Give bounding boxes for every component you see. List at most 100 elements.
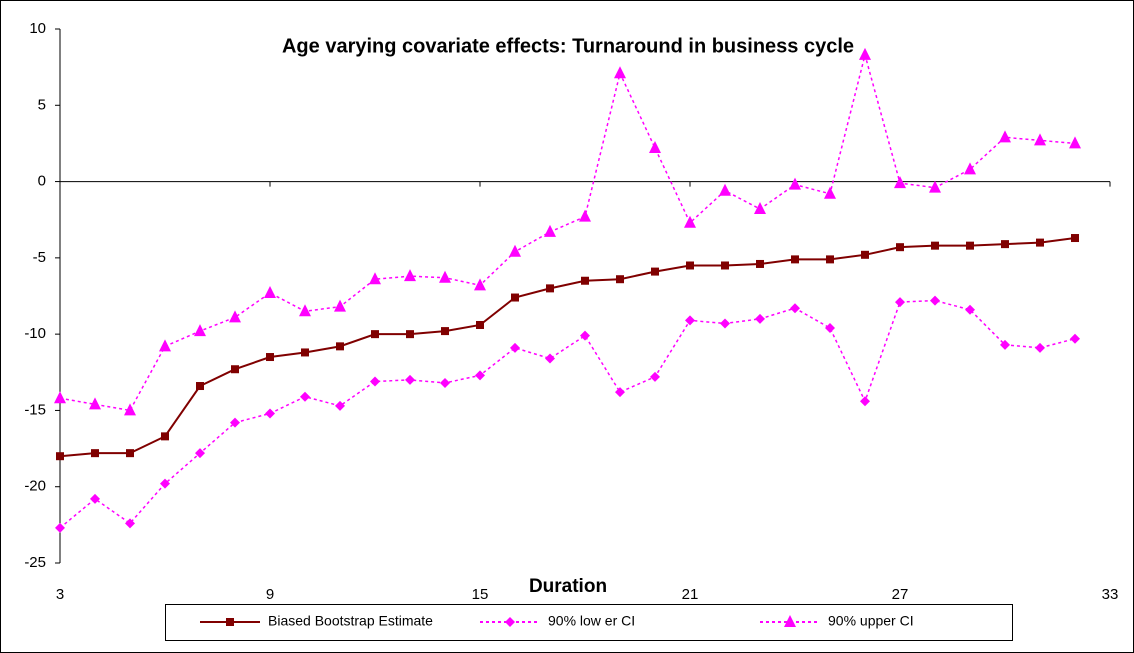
x-tick-label: 27 — [892, 586, 909, 603]
legend-label: 90% upper CI — [828, 613, 914, 629]
x-tick-label: 21 — [682, 586, 699, 603]
x-axis-label: Duration — [529, 576, 607, 597]
marker — [721, 261, 729, 270]
marker — [755, 313, 765, 324]
marker — [581, 276, 589, 285]
marker — [476, 320, 484, 329]
marker — [510, 342, 520, 353]
marker — [505, 617, 515, 627]
marker — [684, 215, 696, 228]
marker — [615, 387, 625, 398]
x-tick-label: 33 — [1102, 586, 1119, 603]
marker — [371, 330, 379, 339]
y-tick-label: 0 — [38, 173, 46, 190]
y-tick-label: -25 — [24, 554, 46, 571]
marker — [964, 162, 976, 175]
marker — [91, 449, 99, 458]
marker — [300, 391, 310, 402]
marker — [966, 241, 974, 250]
marker — [440, 377, 450, 388]
marker — [509, 244, 521, 257]
marker — [859, 47, 871, 60]
marker — [789, 177, 801, 190]
marker — [441, 327, 449, 336]
marker — [264, 285, 276, 298]
marker — [266, 353, 274, 362]
marker — [406, 330, 414, 339]
marker — [616, 275, 624, 284]
marker — [544, 224, 556, 237]
x-tick-label: 3 — [56, 586, 64, 603]
legend-label: 90% low er CI — [548, 613, 635, 629]
marker — [370, 376, 380, 387]
marker — [895, 297, 905, 308]
y-tick-label: -10 — [24, 325, 46, 342]
marker — [546, 284, 554, 293]
marker — [754, 202, 766, 215]
marker — [1034, 133, 1046, 146]
marker — [720, 318, 730, 329]
marker — [404, 269, 416, 282]
series-line — [59, 299, 1076, 529]
y-tick-label: -15 — [24, 401, 46, 418]
marker — [1070, 333, 1080, 344]
marker — [335, 400, 345, 411]
marker — [894, 176, 906, 189]
marker — [125, 518, 135, 529]
marker — [931, 241, 939, 250]
marker — [686, 261, 694, 270]
marker — [194, 324, 206, 337]
marker — [369, 272, 381, 285]
marker — [580, 330, 590, 341]
marker — [126, 449, 134, 458]
marker — [226, 618, 234, 626]
marker — [474, 278, 486, 291]
marker — [124, 403, 136, 416]
marker — [579, 209, 591, 222]
marker — [999, 130, 1011, 143]
marker — [685, 315, 695, 326]
marker — [301, 348, 309, 357]
marker — [56, 452, 64, 461]
marker — [650, 371, 660, 382]
y-tick-label: -5 — [33, 249, 46, 266]
marker — [196, 382, 204, 391]
marker — [231, 365, 239, 374]
series-line — [59, 51, 1076, 412]
y-tick-label: 10 — [29, 20, 46, 37]
marker — [511, 293, 519, 302]
marker — [405, 374, 415, 385]
marker — [475, 370, 485, 381]
marker — [649, 141, 661, 154]
marker — [336, 342, 344, 351]
legend-label: Biased Bootstrap Estimate — [268, 613, 433, 629]
marker — [89, 397, 101, 410]
marker — [965, 304, 975, 315]
marker — [160, 478, 170, 489]
marker — [824, 186, 836, 199]
y-tick-label: 5 — [38, 96, 46, 113]
marker — [825, 323, 835, 334]
marker — [230, 417, 240, 428]
legend — [165, 604, 1013, 641]
marker — [195, 448, 205, 459]
marker — [299, 304, 311, 317]
marker — [90, 493, 100, 504]
marker — [790, 303, 800, 314]
y-tick-label: -20 — [24, 478, 46, 495]
marker — [784, 615, 796, 627]
marker — [1071, 234, 1079, 243]
marker — [929, 180, 941, 193]
marker — [719, 183, 731, 196]
marker — [861, 250, 869, 259]
marker — [1069, 136, 1081, 149]
marker — [651, 267, 659, 276]
marker — [896, 243, 904, 252]
series-line — [59, 237, 1076, 458]
marker — [614, 66, 626, 79]
marker — [545, 353, 555, 364]
marker — [159, 339, 171, 352]
marker — [161, 432, 169, 441]
